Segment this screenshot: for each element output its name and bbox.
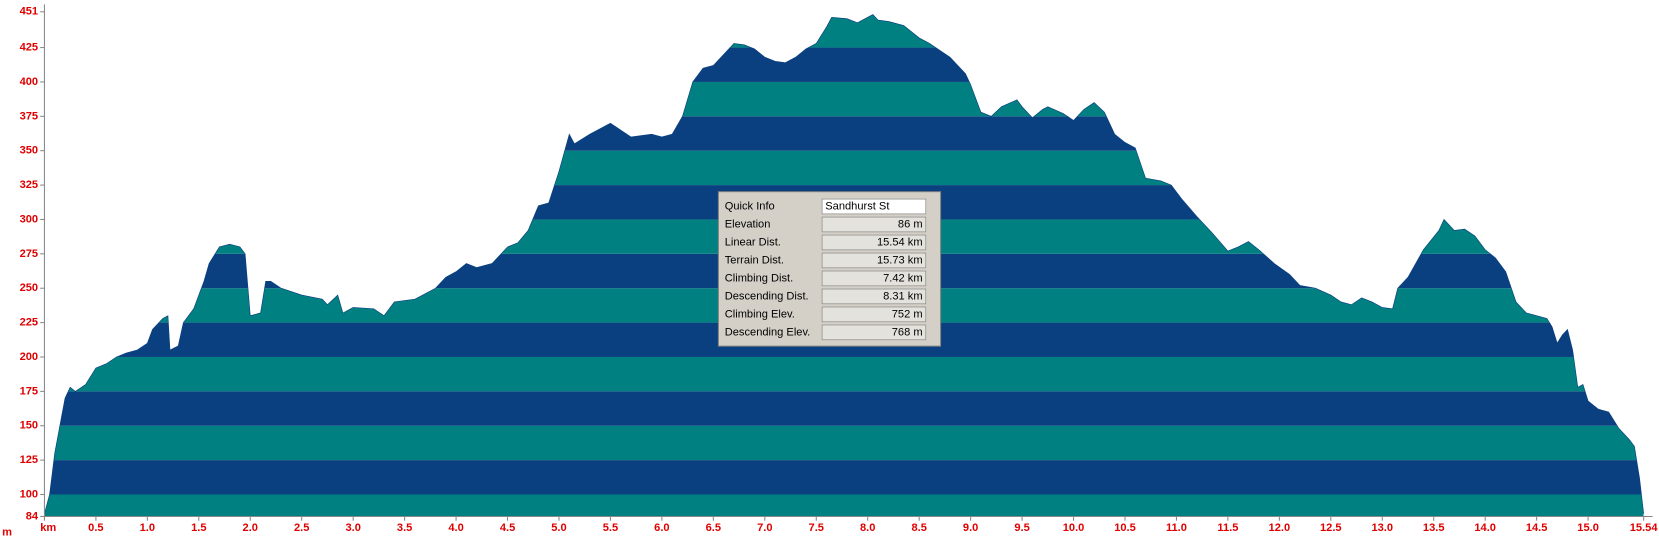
- x-tick-label: 2.0: [243, 522, 258, 534]
- y-tick-label: 100: [20, 488, 39, 500]
- x-tick-label: 10.5: [1114, 522, 1136, 534]
- quick-info-panel: Quick Info Sandhurst St Elevation 86 m Linea…: [717, 191, 942, 347]
- elevation-band: [44, 356, 1644, 392]
- x-tick-label: 9.0: [963, 522, 978, 534]
- elevation-band: [44, 494, 1644, 517]
- info-label: Climbing Dist.: [725, 272, 793, 284]
- y-tick-label: 200: [20, 351, 39, 363]
- x-tick-label: 13.0: [1371, 522, 1393, 534]
- x-tick-label: 6.5: [706, 522, 721, 534]
- elevation-band: [44, 391, 1644, 426]
- x-tick-label: 12.0: [1269, 522, 1291, 534]
- info-value: 15.73 km: [877, 254, 923, 266]
- info-label: Quick Info: [725, 200, 775, 212]
- info-value: 768 m: [892, 326, 923, 338]
- x-tick-label: 11.5: [1217, 522, 1238, 534]
- elevation-band: [44, 425, 1644, 461]
- info-label: Linear Dist.: [725, 236, 781, 248]
- info-value-box: [821, 324, 927, 341]
- x-tick-label: 5.5: [603, 522, 618, 534]
- info-value-box: [821, 270, 927, 287]
- info-value: 86 m: [898, 218, 923, 230]
- x-tick-label: 1.0: [140, 522, 155, 534]
- elevation-band: [44, 116, 1644, 151]
- elevation-band: [44, 47, 1644, 82]
- y-tick-label: 84: [26, 510, 39, 522]
- x-tick-label: 3.5: [397, 522, 412, 534]
- y-tick-label: 300: [20, 213, 39, 225]
- x-tick-label: 15.54: [1630, 522, 1659, 534]
- x-tick-label: 8.5: [911, 522, 926, 534]
- x-tick-label: 4.0: [448, 522, 463, 534]
- y-tick-label: 275: [20, 248, 39, 260]
- x-tick-label: 15.0: [1577, 522, 1599, 534]
- y-tick-label: 325: [20, 179, 39, 191]
- y-tick-label: 350: [20, 145, 39, 157]
- y-tick-label: 150: [20, 420, 39, 432]
- x-tick-label: 12.5: [1320, 522, 1342, 534]
- info-value: 8.31 km: [883, 290, 922, 302]
- x-tick-label: 14.0: [1474, 522, 1496, 534]
- info-label: Descending Elev.: [725, 326, 811, 338]
- info-label: Climbing Elev.: [725, 308, 795, 320]
- x-tick-label: 0.5: [88, 522, 103, 534]
- panel-background: [717, 191, 942, 347]
- x-tick-label: 14.5: [1526, 522, 1548, 534]
- info-value: 752 m: [892, 308, 923, 320]
- x-tick-label: 4.5: [500, 522, 515, 534]
- y-tick-label: 451: [20, 6, 39, 18]
- x-tick-label: 13.5: [1423, 522, 1445, 534]
- info-value-box: [821, 198, 927, 215]
- info-value: Sandhurst St: [825, 200, 889, 212]
- elevation-band: [44, 460, 1644, 495]
- y-tick-label: 175: [20, 385, 39, 397]
- x-tick-label: 8.0: [860, 522, 875, 534]
- x-tick-label: 7.0: [757, 522, 772, 534]
- elevation-band: [44, 150, 1644, 186]
- x-tick-label: 10.0: [1063, 522, 1085, 534]
- info-value-box: [821, 216, 927, 233]
- y-tick-label: 250: [20, 282, 39, 294]
- info-label: Terrain Dist.: [725, 254, 784, 266]
- x-tick-label: 9.5: [1014, 522, 1029, 534]
- x-tick-label: 7.5: [809, 522, 824, 534]
- elevation-band: [44, 14, 1644, 48]
- info-value: 7.42 km: [883, 272, 922, 284]
- info-value-box: [821, 234, 927, 251]
- y-unit-label: m: [2, 526, 12, 538]
- y-tick-label: 125: [20, 454, 39, 466]
- y-tick-label: 400: [20, 76, 39, 88]
- y-tick-label: 425: [20, 42, 39, 54]
- x-tick-label: 1.5: [191, 522, 206, 534]
- x-tick-label: km: [40, 522, 56, 534]
- elevation-band: [44, 81, 1644, 117]
- info-label: Descending Dist.: [725, 290, 809, 302]
- x-tick-label: 6.0: [654, 522, 669, 534]
- x-tick-label: 11.0: [1166, 522, 1187, 534]
- x-tick-label: 3.0: [345, 522, 360, 534]
- info-value-box: [821, 252, 927, 269]
- info-value-box: [821, 306, 927, 323]
- info-value: 15.54 km: [877, 236, 923, 248]
- x-tick-label: 2.5: [294, 522, 309, 534]
- y-tick-label: 375: [20, 110, 39, 122]
- info-value-box: [821, 288, 927, 305]
- y-tick-label: 225: [20, 317, 39, 329]
- info-label: Elevation: [725, 218, 771, 230]
- elevation-line: [44, 14, 1644, 514]
- x-tick-label: 5.0: [551, 522, 566, 534]
